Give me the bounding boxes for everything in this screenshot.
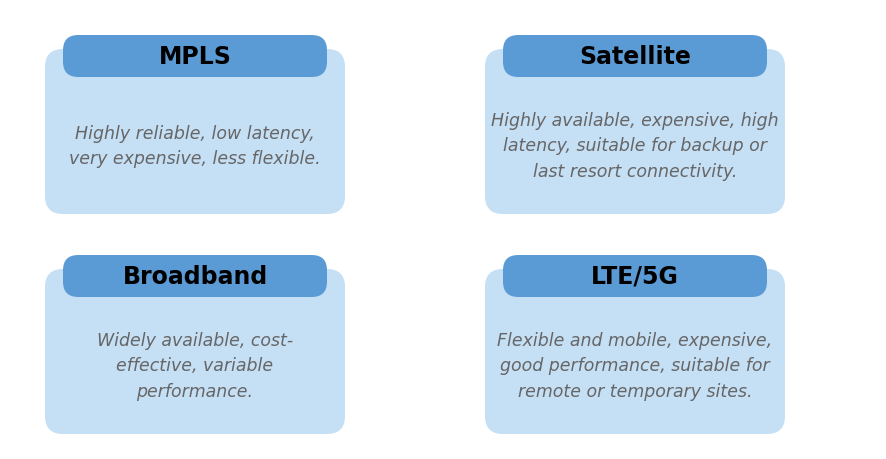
Text: Widely available, cost-
effective, variable
performance.: Widely available, cost- effective, varia…: [97, 331, 293, 400]
Text: Flexible and mobile, expensive,
good performance, suitable for
remote or tempora: Flexible and mobile, expensive, good per…: [497, 331, 773, 400]
FancyBboxPatch shape: [45, 269, 345, 434]
FancyBboxPatch shape: [63, 256, 327, 297]
FancyBboxPatch shape: [503, 36, 767, 78]
FancyBboxPatch shape: [485, 50, 785, 214]
Text: Broadband: Broadband: [122, 264, 268, 288]
FancyBboxPatch shape: [63, 36, 327, 78]
Text: LTE/5G: LTE/5G: [591, 264, 679, 288]
Text: Satellite: Satellite: [579, 45, 691, 69]
FancyBboxPatch shape: [45, 50, 345, 214]
FancyBboxPatch shape: [485, 269, 785, 434]
FancyBboxPatch shape: [503, 256, 767, 297]
Text: Highly available, expensive, high
latency, suitable for backup or
last resort co: Highly available, expensive, high latenc…: [491, 112, 779, 181]
Text: MPLS: MPLS: [159, 45, 231, 69]
Text: Highly reliable, low latency,
very expensive, less flexible.: Highly reliable, low latency, very expen…: [69, 124, 321, 168]
